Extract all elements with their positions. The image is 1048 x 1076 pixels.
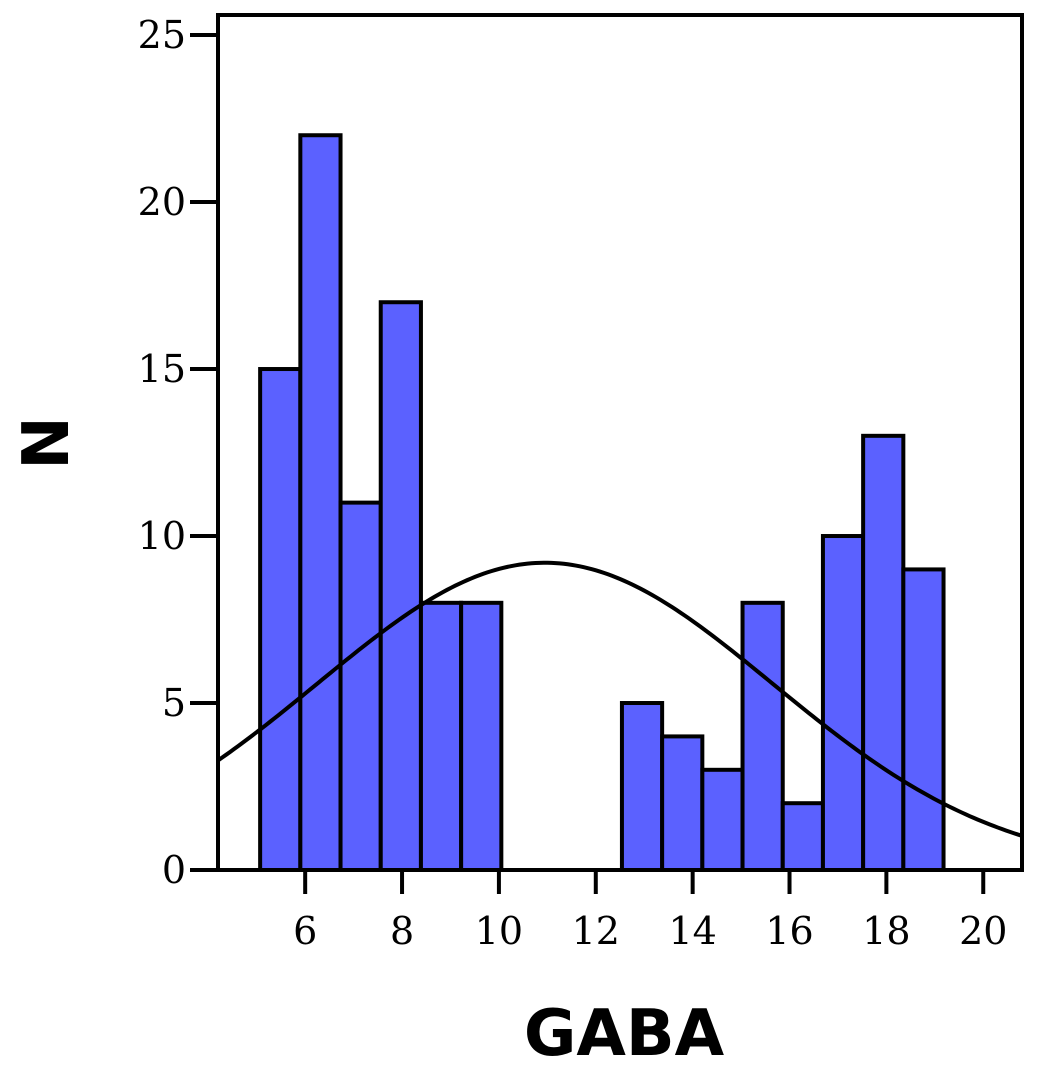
histogram-bar [861, 433, 906, 872]
x-axis-title: GABA [524, 997, 725, 1071]
y-tick-label: 20 [138, 180, 186, 224]
x-tick-label: 18 [862, 909, 910, 953]
x-tick-label: 8 [390, 909, 414, 953]
histogram-bar [740, 600, 785, 872]
normal-curve [216, 560, 1023, 838]
histogram-bar [459, 600, 504, 872]
histogram-bar [258, 367, 303, 872]
y-tick-label: 25 [138, 13, 186, 57]
y-tick-label: 5 [162, 681, 186, 725]
plot-frame [216, 13, 1024, 872]
histogram-bar [298, 133, 343, 872]
histogram-bar [338, 500, 383, 872]
y-tick-label: 10 [138, 514, 186, 558]
y-tick-label: 15 [138, 347, 186, 391]
x-tick-label: 10 [475, 909, 523, 953]
y-axis-title: N [10, 416, 84, 470]
y-axis-ticks: 0 5 10 15 20 25 [138, 13, 218, 892]
histogram-bar [700, 767, 745, 872]
histogram-bar [660, 734, 705, 872]
bars-group [258, 133, 946, 872]
histogram-bar [378, 300, 423, 872]
x-tick-label: 14 [668, 909, 716, 953]
x-tick-label: 12 [572, 909, 620, 953]
x-tick-label: 16 [765, 909, 813, 953]
x-axis-ticks: 6 8 10 12 14 16 18 20 [293, 870, 1007, 953]
histogram-bar [820, 534, 866, 872]
histogram-bar [418, 600, 464, 872]
histogram-bar [901, 567, 946, 872]
histogram-bar [780, 801, 825, 872]
x-tick-label: 20 [959, 909, 1007, 953]
x-tick-label: 6 [293, 909, 317, 953]
histogram-bar [619, 701, 665, 872]
y-tick-label: 0 [162, 848, 186, 892]
